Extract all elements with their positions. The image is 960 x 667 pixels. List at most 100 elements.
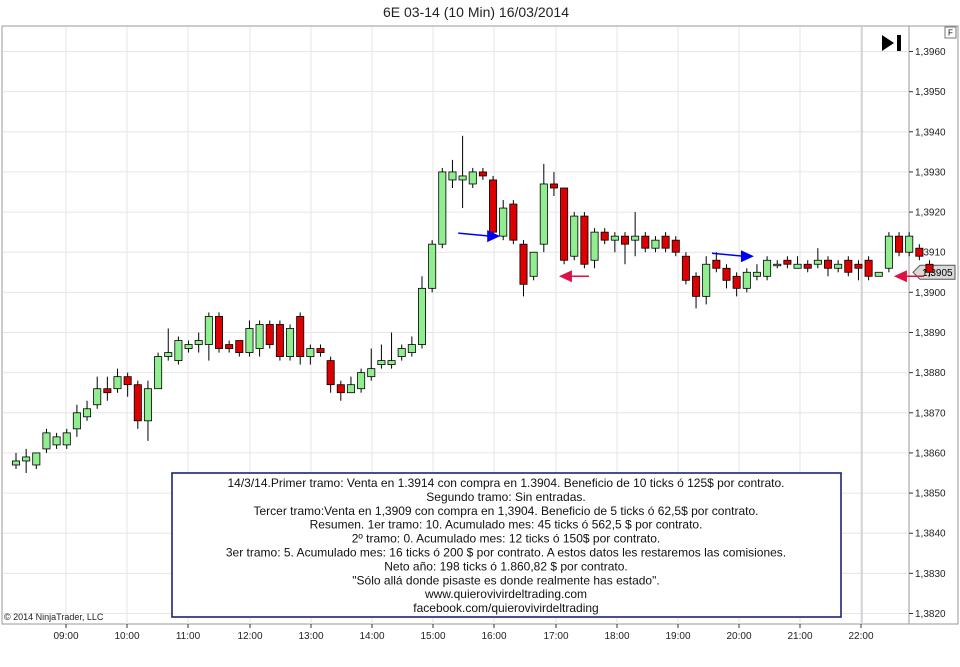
candle [407, 336, 416, 357]
candle [194, 332, 203, 353]
candle-body-down [123, 376, 132, 386]
candle-body-up [245, 328, 254, 353]
candle-body-down [864, 259, 873, 277]
candle [590, 228, 599, 269]
play-icon [882, 35, 894, 51]
candle [600, 228, 609, 245]
candle-body-up [377, 360, 386, 366]
candle [367, 348, 376, 381]
candle-body-up [93, 388, 102, 406]
y-tick-label: 1,3820 [915, 609, 946, 620]
candle [245, 320, 254, 357]
x-axis: 09:00 10:00 11:00 12:00 13:00 14:00 15:00 16:00… [53, 624, 874, 642]
candle [255, 320, 264, 357]
candle [499, 200, 508, 241]
blue-arrow-marker [458, 230, 501, 243]
candle-body-up [570, 215, 579, 257]
candle-body-up [834, 263, 843, 269]
candle [671, 236, 680, 257]
candle [326, 356, 335, 393]
candle [712, 252, 721, 273]
candle [610, 232, 619, 253]
candle-body-up [428, 243, 437, 289]
y-tick-label: 1,3920 [915, 208, 946, 219]
candle [519, 240, 528, 297]
candle-body-up [11, 460, 20, 466]
note-line: Tercer tramo:Venta en 1,3909 con compra … [254, 504, 759, 518]
candle-body-up [357, 372, 366, 390]
candle [184, 340, 193, 353]
play-button[interactable] [882, 35, 901, 51]
candle [549, 171, 558, 197]
x-tick-label: 18:00 [604, 631, 629, 642]
last-price-tag: 1,3905 [912, 264, 956, 280]
candle [225, 340, 234, 353]
y-tick-label: 1,3870 [915, 408, 946, 419]
candle-body-up [397, 348, 406, 357]
candle-body-up [154, 356, 163, 390]
candle-body-up [590, 231, 599, 261]
candle [93, 376, 102, 409]
candle [874, 271, 883, 277]
candle-body-up [905, 235, 914, 253]
candle [813, 248, 822, 269]
candle-body-up [184, 344, 193, 349]
x-tick-label: 15:00 [420, 631, 445, 642]
candle-body-up [651, 239, 660, 249]
candle [529, 251, 538, 281]
candle-body-up [539, 183, 548, 245]
candle-body-up [113, 376, 122, 390]
candle-body-up [438, 171, 447, 245]
candle-body-down [103, 388, 112, 394]
y-tick-label: 1,3960 [915, 47, 946, 58]
candle-body-down [722, 267, 731, 281]
candle [763, 256, 772, 281]
y-tick-label: 1,3860 [915, 448, 946, 459]
y-tick-label: 1,3950 [915, 87, 946, 98]
candle-body-up [874, 271, 883, 277]
note-box: 14/3/14.Primer tramo: Venta en 1.3914 co… [171, 472, 842, 618]
copyright-label: © 2014 NinjaTrader, LLC [4, 612, 104, 622]
y-tick-label: 1,3830 [915, 569, 946, 580]
candle [905, 232, 914, 257]
candle-body-up [458, 175, 467, 181]
candle-body-down [296, 316, 305, 357]
candle-body-down [600, 231, 609, 241]
candle [204, 312, 213, 361]
candle-body-down [489, 179, 498, 233]
candle [346, 376, 355, 394]
candle-body-down [661, 235, 670, 249]
candle [824, 256, 833, 277]
red-arrow-marker [558, 270, 589, 283]
y-tick-label: 1,3930 [915, 167, 946, 178]
candle [661, 232, 670, 253]
x-tick-label: 10:00 [114, 631, 139, 642]
candle [509, 200, 518, 245]
play-stop-bar-icon [897, 35, 901, 51]
candle-body-up [468, 171, 477, 185]
candle-body-down [671, 239, 680, 253]
candle-body-up [72, 412, 81, 430]
candle [560, 187, 569, 265]
candle-body-up [22, 456, 31, 462]
candle [864, 256, 873, 281]
candle [296, 312, 305, 365]
candle [478, 167, 487, 180]
f-button[interactable]: F [944, 26, 957, 39]
note-line: www.quierovivirdeltrading.com [424, 587, 587, 601]
candle-body-down [621, 235, 630, 245]
last-price-label: 1,3905 [922, 268, 953, 279]
candle [11, 452, 20, 469]
candle [631, 212, 640, 257]
candle [468, 167, 477, 188]
chart-title: 6E 03-14 (10 Min) 16/03/2014 [383, 4, 569, 20]
candle-body-down [509, 203, 518, 241]
candle-body-down [225, 344, 234, 349]
candle [793, 256, 802, 269]
note-line: Resumen. 1er tramo: 10. Acumulado mes: 4… [310, 518, 703, 532]
candle [884, 232, 893, 273]
x-tick-label: 14:00 [359, 631, 384, 642]
x-tick-label: 13:00 [298, 631, 323, 642]
x-tick-label: 21:00 [787, 631, 812, 642]
note-line: facebook.com/quierovivirdeltrading [413, 601, 598, 615]
